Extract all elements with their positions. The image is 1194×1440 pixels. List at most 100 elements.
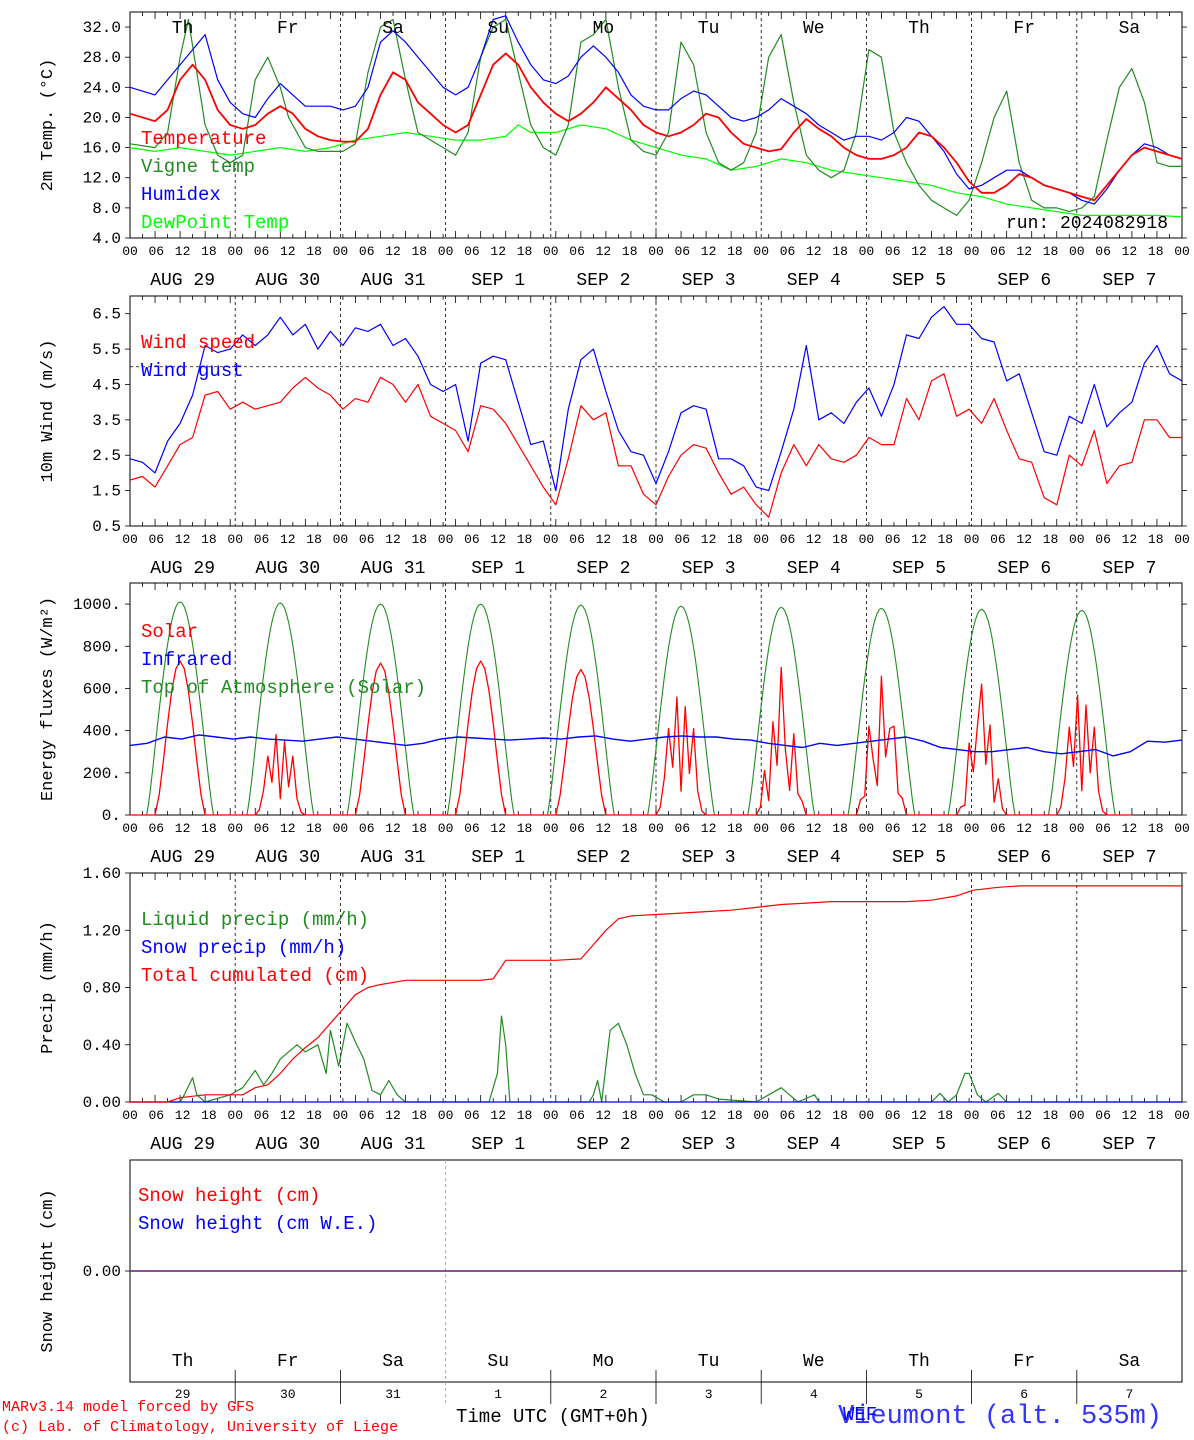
hour-label: 00 bbox=[964, 532, 980, 547]
hour-label: 18 bbox=[937, 1108, 953, 1123]
temperature-series-vigne-temp bbox=[129, 18, 1182, 216]
hour-label: 00 bbox=[333, 244, 349, 259]
hour-label: 06 bbox=[1095, 1108, 1111, 1123]
y-tick-label: 0.80 bbox=[83, 980, 121, 998]
wind-legend-item: Wind gust bbox=[141, 360, 244, 382]
hour-label: 12 bbox=[175, 532, 191, 547]
hour-label: 00 bbox=[543, 821, 559, 836]
hour-label: 00 bbox=[648, 244, 664, 259]
hour-label: 18 bbox=[306, 821, 322, 836]
hour-label: 00 bbox=[753, 821, 769, 836]
hour-label: 18 bbox=[306, 532, 322, 547]
hour-label: 12 bbox=[490, 1108, 506, 1123]
precip-legend-item: Snow precip (mm/h) bbox=[141, 937, 346, 959]
date-label: SEP 3 bbox=[682, 1135, 736, 1155]
hour-label: 18 bbox=[201, 1108, 217, 1123]
day-abbr: Th bbox=[908, 1352, 930, 1372]
date-label: AUG 29 bbox=[150, 848, 215, 868]
hour-label: 18 bbox=[832, 821, 848, 836]
day-abbr: Fr bbox=[277, 19, 299, 39]
hour-label: 12 bbox=[596, 244, 612, 259]
hour-label: 06 bbox=[780, 1108, 796, 1123]
date-label: AUG 30 bbox=[255, 1135, 320, 1155]
date-label: SEP 4 bbox=[787, 1135, 841, 1155]
hour-label: 00 bbox=[122, 244, 138, 259]
hour-label: 12 bbox=[280, 532, 296, 547]
hour-label: 06 bbox=[674, 821, 690, 836]
date-label: AUG 31 bbox=[361, 559, 426, 579]
hour-label: 00 bbox=[543, 1108, 559, 1123]
date-label: AUG 30 bbox=[255, 271, 320, 291]
date-label: SEP 2 bbox=[576, 848, 630, 868]
hour-label: 00 bbox=[122, 821, 138, 836]
day-number: 30 bbox=[280, 1387, 296, 1402]
hour-label: 12 bbox=[806, 1108, 822, 1123]
hour-label: 12 bbox=[175, 244, 191, 259]
hour-label: 06 bbox=[148, 1108, 164, 1123]
y-tick-label: 4.0 bbox=[92, 230, 121, 248]
hour-label: 00 bbox=[1069, 532, 1085, 547]
hour-label: 06 bbox=[780, 532, 796, 547]
hour-label: 00 bbox=[1069, 1108, 1085, 1123]
day-number: 31 bbox=[385, 1387, 401, 1402]
hour-label: 00 bbox=[859, 821, 875, 836]
hour-label: 06 bbox=[254, 532, 270, 547]
y-tick-label: 16.0 bbox=[83, 140, 121, 158]
hour-label: 18 bbox=[411, 1108, 427, 1123]
hour-label: 06 bbox=[359, 244, 375, 259]
hour-label: 12 bbox=[1016, 1108, 1032, 1123]
snow-legend-item: Snow height (cm W.E.) bbox=[138, 1213, 377, 1235]
y-tick-label: 0.5 bbox=[92, 518, 121, 536]
hour-label: 06 bbox=[359, 1108, 375, 1123]
day-number: 1 bbox=[494, 1387, 502, 1402]
day-abbr: Sa bbox=[382, 19, 404, 39]
precip-legend-item: Total cumulated (cm) bbox=[141, 965, 369, 987]
day-abbr: Th bbox=[908, 19, 930, 39]
hour-label: 06 bbox=[464, 821, 480, 836]
snow-y-title: Snow height (cm) bbox=[39, 1189, 58, 1352]
hour-label: 06 bbox=[674, 1108, 690, 1123]
hour-label: 00 bbox=[227, 1108, 243, 1123]
hour-label: 00 bbox=[1069, 821, 1085, 836]
hour-label: 00 bbox=[543, 244, 559, 259]
hour-label: 12 bbox=[385, 532, 401, 547]
hour-label: 18 bbox=[517, 532, 533, 547]
day-number: 5 bbox=[915, 1387, 923, 1402]
y-tick-label: 24.0 bbox=[83, 79, 121, 97]
wind-y-title: 10m Wind (m/s) bbox=[39, 340, 58, 483]
temperature-y-title: 2m Temp. (°C) bbox=[39, 59, 58, 192]
hour-label: 06 bbox=[1095, 821, 1111, 836]
hour-label: 00 bbox=[648, 532, 664, 547]
hour-label: 18 bbox=[1043, 532, 1059, 547]
day-number: 6 bbox=[1020, 1387, 1028, 1402]
hour-label: 18 bbox=[201, 244, 217, 259]
hour-label: 12 bbox=[1016, 244, 1032, 259]
day-number: 4 bbox=[810, 1387, 818, 1402]
hour-label: 00 bbox=[122, 532, 138, 547]
date-label: SEP 6 bbox=[997, 559, 1051, 579]
hour-label: 18 bbox=[832, 532, 848, 547]
hour-label: 06 bbox=[990, 1108, 1006, 1123]
hour-label: 00 bbox=[648, 821, 664, 836]
energy-legend-item: Infrared bbox=[141, 649, 232, 671]
hour-label: 06 bbox=[674, 244, 690, 259]
y-tick-label: 0. bbox=[102, 807, 121, 825]
date-label: SEP 1 bbox=[471, 848, 525, 868]
energy-y-title: Energy fluxes (W/m²) bbox=[39, 597, 58, 801]
hour-label: 00 bbox=[438, 244, 454, 259]
hour-label: 12 bbox=[701, 532, 717, 547]
hour-label: 18 bbox=[306, 1108, 322, 1123]
hour-label: 12 bbox=[1122, 532, 1138, 547]
energy-legend-item: Top of Atmosphere (Solar) bbox=[141, 677, 426, 699]
date-label: SEP 4 bbox=[787, 559, 841, 579]
y-tick-label: 1000. bbox=[73, 596, 121, 614]
hour-label: 12 bbox=[280, 244, 296, 259]
temperature-legend-item: Humidex bbox=[141, 184, 221, 206]
y-tick-label: 600. bbox=[83, 680, 121, 698]
y-tick-label: 32.0 bbox=[83, 19, 121, 37]
date-label: SEP 5 bbox=[892, 559, 946, 579]
hour-label: 12 bbox=[596, 1108, 612, 1123]
model-credit-line1: MARv3.14 model forced by GFS bbox=[2, 1399, 255, 1416]
hour-label: 12 bbox=[280, 1108, 296, 1123]
day-number: 29 bbox=[175, 1387, 191, 1402]
